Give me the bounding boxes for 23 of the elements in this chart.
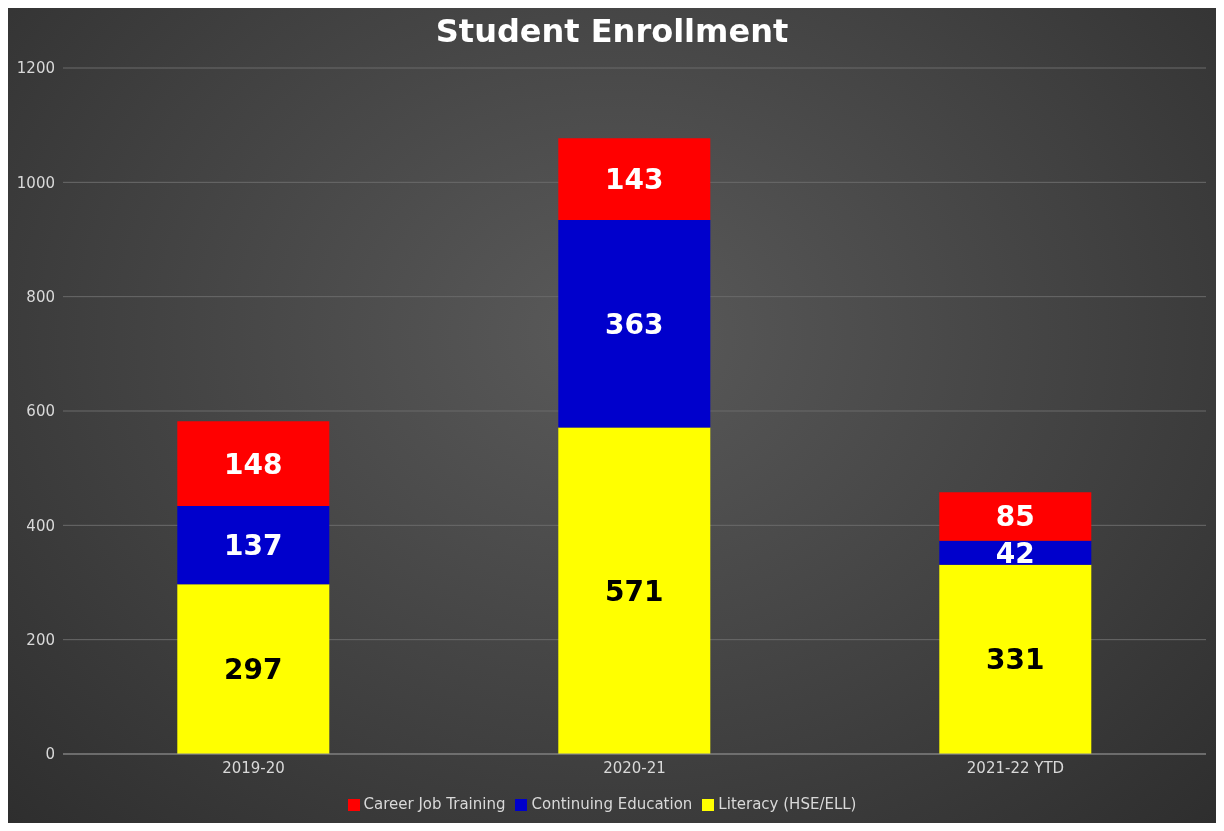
y-tick-label: 1200 [16,59,55,78]
data-label: 331 [986,643,1045,677]
y-tick-label: 200 [26,630,55,649]
y-tick-label: 800 [26,287,55,306]
y-tick-label: 400 [26,516,55,535]
y-tick-label: 1000 [16,173,55,192]
data-label: 297 [224,653,283,687]
x-tick-label: 2020-21 [603,758,666,777]
legend-label: Career Job Training [363,795,506,813]
data-label: 148 [224,447,283,481]
data-label: 363 [605,307,664,341]
y-tick-label: 600 [26,402,55,421]
x-tick-label: 2019-20 [222,758,285,777]
legend-label: Continuing Education [531,795,693,813]
legend-label: Literacy (HSE/ELL) [718,795,857,813]
x-tick-label: 2021-22 YTD [966,758,1065,777]
data-label: 42 [995,536,1035,570]
chart-title: Student Enrollment [434,12,790,50]
data-label: 85 [995,500,1035,534]
data-label: 571 [605,574,664,608]
data-label: 137 [224,529,283,562]
y-tick-label: 0 [45,745,55,764]
data-label: 143 [605,163,664,197]
